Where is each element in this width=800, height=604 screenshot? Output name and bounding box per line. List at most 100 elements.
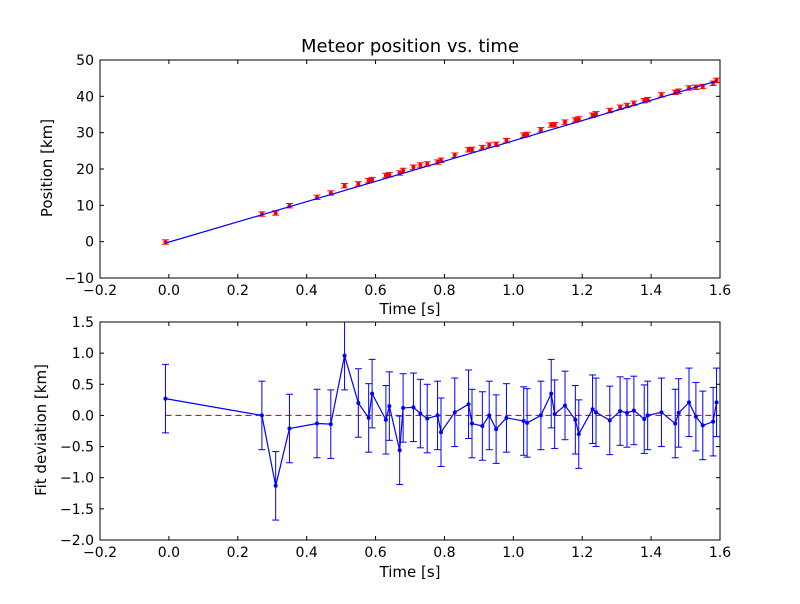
data-point [563,120,567,125]
data-point [525,132,530,137]
x-tick-label: −0.2 [83,283,117,299]
position-panel: Meteor position vs. time Time [s] Positi… [38,36,731,318]
data-point [356,400,361,405]
data-point [470,421,474,426]
data-point [259,413,264,418]
data-point [366,415,371,420]
data-point [163,396,168,401]
deviation-panel: Time [s] Fit deviation [km] −0.2 0.0 0.2 0.… [32,315,731,581]
x-axis-label: Time [s] [379,563,441,581]
data-point [576,432,581,437]
data-point [435,413,440,418]
x-tick-label: 1.2 [571,283,593,299]
x-tick-label: 0.0 [158,283,180,299]
data-point [700,423,705,428]
data-point [383,417,388,422]
y-tick-label: 20 [76,162,94,178]
data-point [552,122,557,127]
y-tick-label: 50 [76,53,94,69]
data-point [328,422,333,427]
y-tick-label: 30 [76,126,94,142]
x-tick-label: 1.4 [640,283,662,299]
data-point [618,409,623,414]
data-point [370,391,375,396]
data-point [618,105,623,110]
y-tick-label: 0.0 [72,408,94,424]
x-tick-label: 0.2 [227,283,249,299]
y-tick-label: −1.5 [60,502,94,518]
x-tick-label: 1.0 [502,283,524,299]
data-point [521,419,526,424]
data-point [487,413,492,418]
x-tick-label: 1.4 [640,545,662,561]
data-point [287,426,292,431]
data-point [370,177,375,182]
data-point [470,147,474,152]
x-tick-label: 0.4 [296,545,318,561]
y-tick-label: 0 [85,235,94,251]
y-tick-label: 0.5 [72,377,94,393]
x-tick-label: 0.6 [364,545,386,561]
data-point [480,424,485,429]
data-point [494,427,499,432]
data-point [387,172,392,177]
data-point [714,400,719,405]
data-point [642,417,647,422]
x-tick-label: 0.2 [227,545,249,561]
data-point [538,413,543,418]
data-point [631,101,636,106]
data-point [711,419,716,424]
data-point [425,416,430,421]
y-tick-label: −10 [64,271,94,287]
data-point [687,400,691,405]
data-point [480,145,485,150]
data-point [418,163,423,168]
data-point [466,402,471,407]
data-point [607,108,612,113]
data-point [439,430,443,435]
data-point [397,448,402,453]
x-tick-label: 1.2 [571,545,593,561]
data-point [625,103,629,108]
data-point [425,161,430,166]
data-point [645,413,650,418]
data-point [594,410,598,415]
x-tick-label: −0.2 [83,545,117,561]
data-point [356,181,361,186]
data-point [315,421,319,426]
fit-line [165,80,717,244]
plot-frame [99,321,721,541]
data-point [631,408,636,413]
data-point [549,123,554,128]
y-tick-label: 1.0 [72,346,94,362]
x-axis-label: Time [s] [379,300,441,318]
data-point [411,165,416,170]
data-point [504,415,509,420]
data-point [452,410,457,415]
data-point [466,147,471,152]
data-point [401,405,406,410]
data-point [594,111,598,116]
data-point [573,417,578,422]
data-point [673,421,678,426]
data-point [452,153,457,158]
data-point [590,407,595,412]
data-point [576,116,581,121]
data-point [693,414,698,419]
data-point [273,210,278,215]
x-tick-label: 1.0 [502,545,524,561]
x-tick-label: 1.6 [709,283,731,299]
y-tick-label: −2.0 [60,533,94,549]
data-point [525,420,530,425]
x-tick-label: 0.6 [364,283,386,299]
x-tick-label: 1.6 [709,545,731,561]
data-point [401,168,406,173]
y-tick-label: 40 [76,89,94,105]
data-point [387,404,392,409]
data-point [563,403,567,408]
data-point [418,411,423,416]
data-point [659,92,664,97]
data-point [411,405,416,410]
